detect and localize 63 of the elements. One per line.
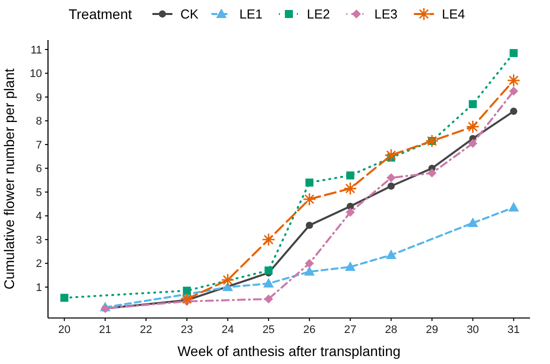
x-tick-label: 25 (262, 324, 275, 336)
x-tick-label: 22 (140, 324, 152, 336)
point (388, 182, 395, 190)
y-tick-label: 7 (36, 139, 42, 152)
point (264, 294, 274, 304)
y-tick-label: 1 (36, 282, 42, 294)
x-tick-label: 24 (222, 324, 234, 336)
point (468, 138, 478, 148)
x-tick-label: 29 (426, 324, 438, 336)
point (384, 148, 398, 162)
point (304, 266, 315, 276)
point (506, 74, 520, 88)
point (305, 178, 314, 187)
point (510, 108, 518, 115)
point (508, 202, 519, 212)
point (425, 134, 439, 148)
point (427, 168, 436, 178)
x-tick-label: 30 (466, 324, 479, 336)
point (344, 182, 357, 196)
point (263, 278, 274, 288)
point (306, 222, 314, 229)
y-tick-label: 10 (30, 68, 42, 80)
x-tick-label: 31 (508, 324, 520, 336)
x-tick-label: 27 (344, 324, 356, 336)
x-tick-label: 21 (99, 324, 112, 336)
point (221, 273, 234, 287)
y-tick-label: 5 (36, 186, 42, 199)
legend-title: Treatment (68, 6, 132, 22)
point (386, 250, 396, 260)
point (182, 286, 191, 295)
point (264, 266, 273, 274)
point (304, 258, 314, 268)
point (302, 192, 316, 206)
point (346, 208, 355, 217)
y-axis-title: Cumulative flower number per plant (1, 68, 17, 290)
y-tick-label: 8 (36, 116, 42, 128)
point (60, 294, 68, 302)
point (468, 100, 477, 108)
legend-label: LE1 (239, 6, 263, 22)
point (466, 120, 480, 134)
legend-label: LE3 (374, 6, 398, 22)
y-tick-label: 11 (30, 44, 42, 56)
point (344, 261, 356, 271)
x-tick-label: 28 (384, 324, 398, 336)
legend-label: LE2 (306, 6, 330, 22)
y-tick-label: 3 (36, 234, 42, 246)
x-tick-label: 20 (58, 324, 70, 336)
point (510, 49, 518, 58)
point (346, 171, 354, 180)
x-tick-label: 23 (180, 324, 194, 336)
y-tick-label: 2 (36, 258, 42, 270)
point (468, 217, 478, 227)
x-tick-label: 26 (303, 324, 316, 336)
x-axis-title: Week of anthesis after transplanting (177, 343, 401, 359)
point (386, 173, 396, 182)
legend-label: LE4 (442, 6, 466, 22)
legend-label: CK (180, 6, 199, 22)
y-tick-label: 4 (36, 210, 42, 223)
y-tick-label: 9 (36, 92, 42, 104)
point (262, 232, 276, 246)
point (509, 86, 518, 96)
y-tick-label: 6 (36, 163, 42, 176)
point (180, 292, 194, 306)
